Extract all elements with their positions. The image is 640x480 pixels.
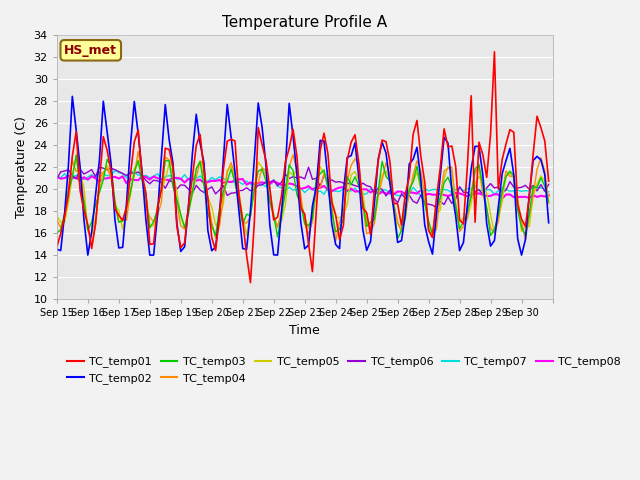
TC_temp01 — [479, 152, 486, 157]
Line: TC_temp06: TC_temp06 — [57, 167, 548, 208]
TC_temp01 — [312, 208, 320, 214]
TC_temp02 — [243, 247, 250, 252]
TC_temp08 — [259, 180, 266, 185]
TC_temp01 — [545, 178, 552, 184]
Text: HS_met: HS_met — [64, 44, 117, 57]
TC_temp02 — [84, 252, 92, 258]
TC_temp03 — [529, 183, 537, 189]
TC_temp01 — [173, 224, 180, 229]
TC_temp07 — [312, 190, 320, 195]
TC_temp03 — [53, 230, 61, 236]
TC_temp01 — [259, 142, 266, 148]
TC_temp08 — [53, 174, 61, 180]
Line: TC_temp01: TC_temp01 — [57, 52, 548, 283]
TC_temp07 — [529, 185, 537, 191]
TC_temp02 — [53, 246, 61, 252]
TC_temp06 — [239, 187, 246, 193]
TC_temp02 — [262, 162, 270, 168]
TC_temp06 — [95, 164, 103, 170]
TC_temp05 — [262, 172, 270, 178]
TC_temp08 — [499, 196, 506, 202]
TC_temp06 — [312, 175, 320, 181]
TC_temp06 — [433, 205, 440, 211]
TC_temp04 — [545, 201, 552, 206]
TC_temp07 — [545, 189, 552, 195]
TC_temp02 — [545, 220, 552, 226]
TC_temp06 — [53, 176, 61, 181]
TC_temp08 — [545, 192, 552, 198]
TC_temp01 — [235, 193, 243, 199]
TC_temp03 — [177, 212, 184, 217]
TC_temp08 — [239, 176, 246, 182]
X-axis label: Time: Time — [289, 324, 320, 336]
TC_temp08 — [65, 173, 72, 179]
TC_temp07 — [483, 187, 490, 192]
Line: TC_temp04: TC_temp04 — [57, 151, 548, 246]
TC_temp04 — [180, 226, 188, 232]
TC_temp06 — [177, 182, 184, 188]
TC_temp02 — [180, 244, 188, 250]
TC_temp05 — [529, 193, 537, 199]
TC_temp02 — [68, 94, 76, 99]
Line: TC_temp07: TC_temp07 — [57, 170, 548, 196]
TC_temp05 — [483, 191, 490, 196]
Line: TC_temp02: TC_temp02 — [57, 96, 548, 255]
TC_temp02 — [529, 157, 537, 163]
TC_temp08 — [479, 192, 486, 198]
TC_temp02 — [316, 138, 324, 144]
TC_temp03 — [545, 199, 552, 204]
TC_temp07 — [239, 181, 246, 187]
TC_temp06 — [259, 182, 266, 188]
TC_temp03 — [483, 205, 490, 211]
TC_temp04 — [243, 220, 250, 226]
TC_temp02 — [483, 221, 490, 227]
TC_temp04 — [316, 185, 324, 191]
TC_temp07 — [397, 193, 405, 199]
TC_temp07 — [259, 181, 266, 187]
TC_temp06 — [545, 181, 552, 187]
TC_temp04 — [483, 205, 490, 211]
TC_temp06 — [529, 182, 537, 188]
TC_temp05 — [177, 214, 184, 219]
TC_temp01 — [491, 49, 499, 55]
TC_temp04 — [529, 192, 537, 198]
Y-axis label: Temperature (C): Temperature (C) — [15, 116, 28, 218]
TC_temp01 — [529, 151, 537, 157]
TC_temp07 — [177, 177, 184, 182]
TC_temp01 — [246, 280, 254, 286]
TC_temp07 — [111, 168, 119, 173]
Line: TC_temp08: TC_temp08 — [57, 176, 548, 199]
TC_temp03 — [312, 176, 320, 181]
TC_temp07 — [53, 173, 61, 179]
TC_temp05 — [72, 155, 80, 160]
TC_temp03 — [239, 222, 246, 228]
TC_temp03 — [72, 152, 80, 158]
TC_temp05 — [545, 194, 552, 200]
TC_temp04 — [53, 217, 61, 223]
TC_temp08 — [177, 176, 184, 181]
TC_temp05 — [243, 232, 250, 238]
TC_temp08 — [312, 184, 320, 190]
TC_temp04 — [88, 243, 95, 249]
TC_temp06 — [483, 185, 490, 191]
TC_temp03 — [259, 166, 266, 172]
TC_temp04 — [262, 168, 270, 173]
TC_temp08 — [529, 192, 537, 198]
TC_temp05 — [239, 214, 246, 220]
TC_temp05 — [53, 214, 61, 219]
TC_temp03 — [394, 236, 401, 241]
Line: TC_temp03: TC_temp03 — [57, 155, 548, 239]
TC_temp04 — [134, 148, 142, 154]
TC_temp05 — [316, 164, 324, 169]
Title: Temperature Profile A: Temperature Profile A — [222, 15, 387, 30]
Legend: TC_temp01, TC_temp02, TC_temp03, TC_temp04, TC_temp05, TC_temp06, TC_temp07, TC_: TC_temp01, TC_temp02, TC_temp03, TC_temp… — [62, 352, 625, 388]
TC_temp01 — [53, 244, 61, 250]
Line: TC_temp05: TC_temp05 — [57, 157, 548, 235]
